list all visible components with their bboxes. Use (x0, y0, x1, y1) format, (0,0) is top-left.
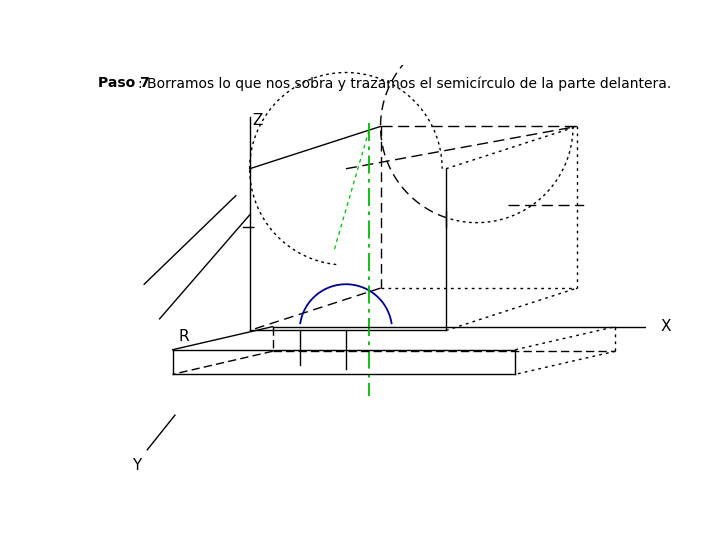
Text: X: X (660, 319, 670, 334)
Text: R: R (179, 328, 189, 343)
Text: Z: Z (253, 112, 263, 127)
Text: : Borramos lo que nos sobra y trazamos el semicírculo de la parte delantera.: : Borramos lo que nos sobra y trazamos e… (138, 76, 671, 91)
Text: Y: Y (132, 457, 141, 472)
Text: Paso 7: Paso 7 (98, 76, 150, 90)
